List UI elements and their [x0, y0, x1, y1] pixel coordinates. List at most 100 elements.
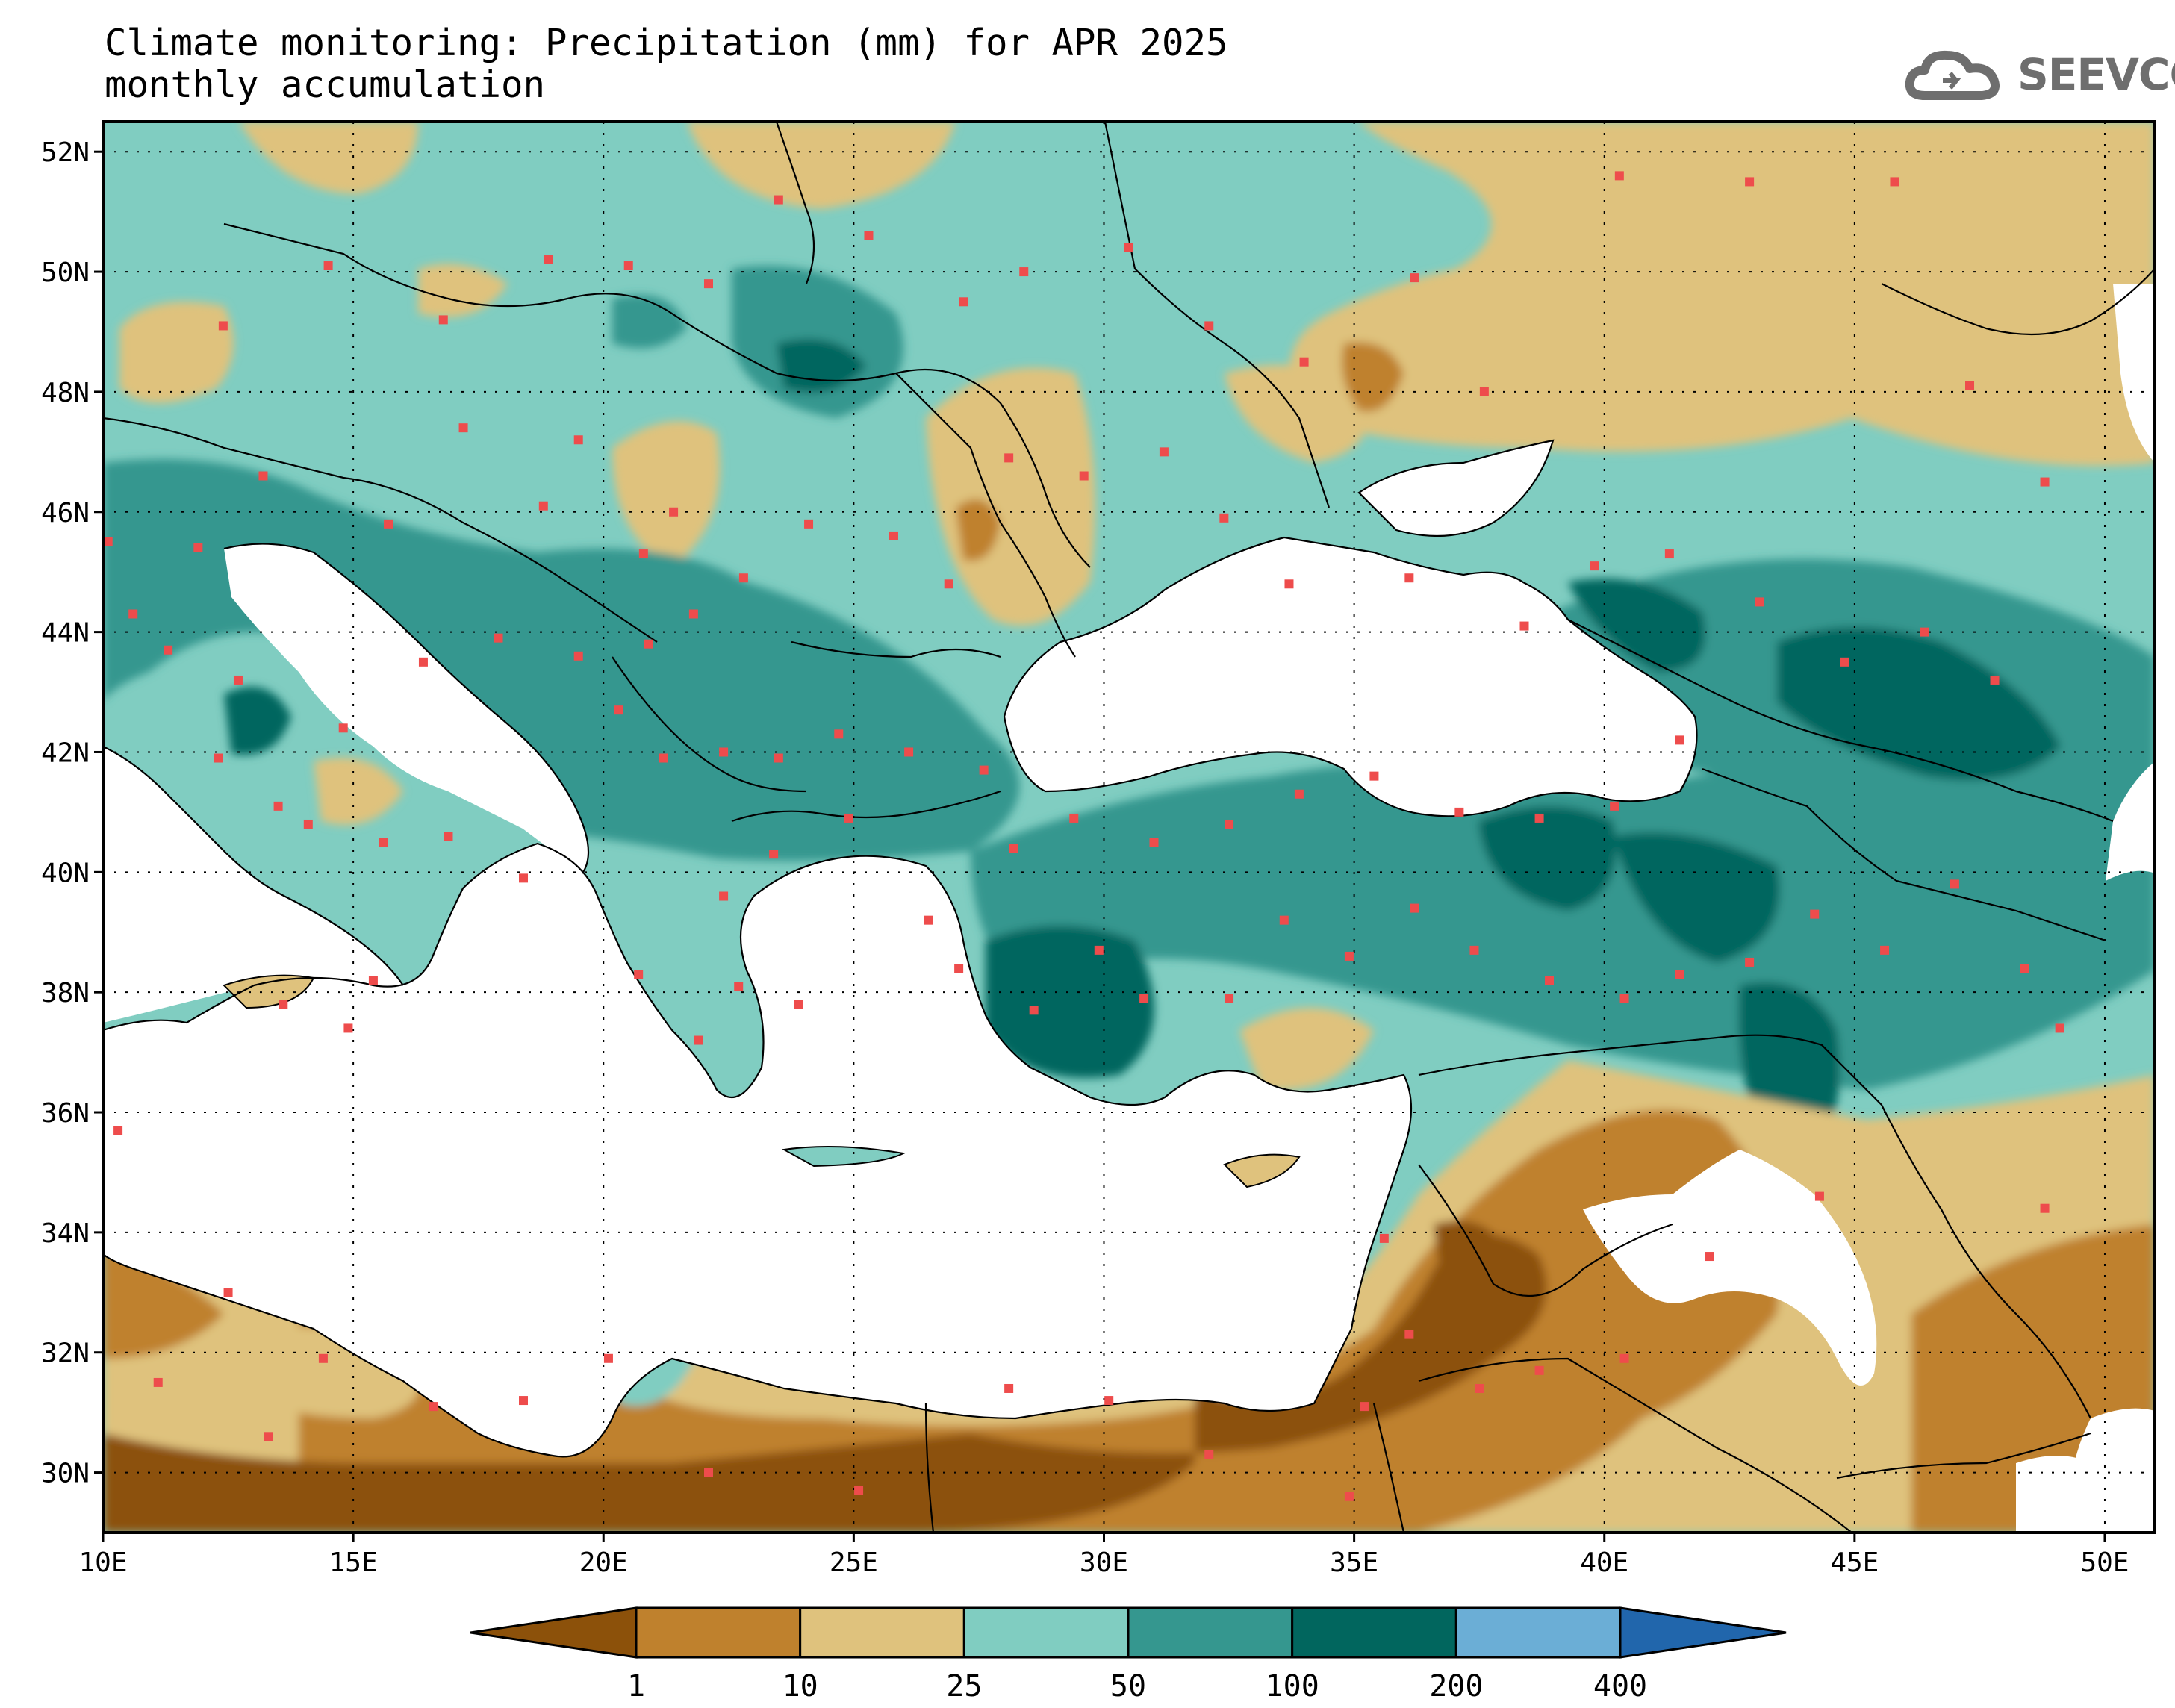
- station-marker: [379, 838, 388, 847]
- precipitation-field: [103, 122, 2155, 1533]
- station-marker: [1404, 1330, 1414, 1339]
- station-marker: [1124, 243, 1133, 252]
- lat-label-50N: 50N: [41, 258, 90, 288]
- station-marker: [1610, 801, 1619, 811]
- station-marker: [889, 531, 898, 540]
- station-marker: [214, 753, 223, 763]
- station-marker: [1019, 267, 1029, 277]
- station-marker: [1410, 903, 1419, 913]
- map-frame: [102, 120, 2156, 1534]
- station-marker: [494, 633, 503, 643]
- station-marker: [719, 891, 729, 901]
- lon-label-40E: 40E: [1580, 1548, 1628, 1578]
- title-line-1: Climate monitoring: Precipitation (mm) f…: [105, 22, 1228, 64]
- logo-text: SEEVCCC: [2017, 49, 2175, 100]
- station-marker: [1990, 675, 2000, 685]
- station-marker: [794, 1000, 803, 1009]
- station-marker: [769, 850, 779, 859]
- station-marker: [429, 1402, 438, 1412]
- station-marker: [1225, 819, 1234, 829]
- station-marker: [1454, 807, 1464, 817]
- station-marker: [1360, 1402, 1369, 1412]
- station-marker: [1469, 945, 1479, 955]
- station-marker: [854, 1486, 864, 1495]
- station-marker: [694, 1035, 703, 1045]
- station-marker: [1294, 789, 1304, 799]
- station-marker: [659, 753, 668, 763]
- cloud-icon: [1905, 50, 2000, 100]
- station-marker: [1675, 735, 1684, 745]
- station-marker: [1705, 1252, 1714, 1262]
- lat-label-52N: 52N: [41, 137, 90, 168]
- station-marker: [2020, 964, 2029, 973]
- colorbar-label-100: 100: [1266, 1669, 1319, 1704]
- station-marker: [834, 729, 844, 739]
- station-marker: [1519, 621, 1529, 631]
- lat-label-34N: 34N: [41, 1218, 90, 1249]
- station-marker: [338, 723, 348, 733]
- station-marker: [1534, 813, 1544, 823]
- station-marker: [418, 657, 428, 667]
- longitude-axis: 10E 15E 20E 25E 30E 35E 40E 45E 50E: [78, 1533, 2129, 1578]
- station-marker: [634, 970, 644, 979]
- lon-label-10E: 10E: [78, 1548, 127, 1578]
- station-marker: [368, 976, 378, 985]
- station-marker: [734, 982, 744, 991]
- station-marker: [384, 519, 393, 529]
- station-marker: [318, 1353, 328, 1363]
- chart-title: Climate monitoring: Precipitation (mm) f…: [105, 22, 1228, 106]
- lat-label-36N: 36N: [41, 1098, 90, 1129]
- station-marker: [1590, 561, 1599, 571]
- station-marker: [1094, 945, 1104, 955]
- station-marker: [1204, 321, 1214, 331]
- colorbar-box: [799, 1606, 965, 1659]
- station-marker: [573, 435, 583, 445]
- station-marker: [519, 873, 529, 883]
- colorbar-label-1: 1: [627, 1669, 645, 1704]
- colorbar-label-200: 200: [1429, 1669, 1483, 1704]
- station-marker: [164, 645, 173, 655]
- station-marker: [128, 609, 138, 619]
- station-marker: [1479, 387, 1489, 396]
- station-marker: [1755, 597, 1764, 607]
- station-marker: [538, 501, 548, 511]
- station-marker: [1619, 994, 1629, 1003]
- colorbar-label-50: 50: [1110, 1669, 1146, 1704]
- station-marker: [703, 279, 713, 289]
- station-marker: [669, 507, 679, 517]
- station-marker: [1475, 1383, 1484, 1393]
- station-marker: [1950, 879, 1959, 889]
- title-line-2: monthly accumulation: [105, 63, 546, 106]
- colorbar-label-400: 400: [1593, 1669, 1647, 1704]
- station-marker: [804, 519, 814, 529]
- colorbar-box: [1127, 1606, 1294, 1659]
- lat-label-44N: 44N: [41, 618, 90, 649]
- colorbar-label-10: 10: [782, 1669, 818, 1704]
- station-marker: [1344, 951, 1354, 961]
- station-marker: [519, 1396, 529, 1406]
- station-marker: [1225, 994, 1234, 1003]
- station-marker: [1810, 909, 1820, 919]
- station-marker: [614, 705, 623, 715]
- station-marker: [844, 813, 853, 823]
- station-marker: [153, 1377, 163, 1387]
- station-marker: [1404, 573, 1414, 583]
- map-area: [103, 122, 2155, 1533]
- lon-label-25E: 25E: [830, 1548, 878, 1578]
- colorbar-box: [962, 1606, 1130, 1659]
- lon-label-35E: 35E: [1330, 1548, 1378, 1578]
- station-marker: [1379, 1233, 1389, 1243]
- station-marker: [1619, 1353, 1629, 1363]
- lon-label-30E: 30E: [1080, 1548, 1128, 1578]
- station-marker: [1284, 579, 1294, 589]
- station-marker: [223, 1288, 233, 1297]
- station-marker: [738, 573, 748, 583]
- station-marker: [688, 609, 698, 619]
- station-marker: [959, 297, 968, 307]
- station-marker: [2055, 1023, 2064, 1033]
- station-marker: [303, 819, 313, 829]
- station-marker: [703, 1468, 713, 1477]
- station-marker: [1104, 1396, 1114, 1406]
- station-marker: [233, 675, 243, 685]
- station-marker: [924, 915, 933, 925]
